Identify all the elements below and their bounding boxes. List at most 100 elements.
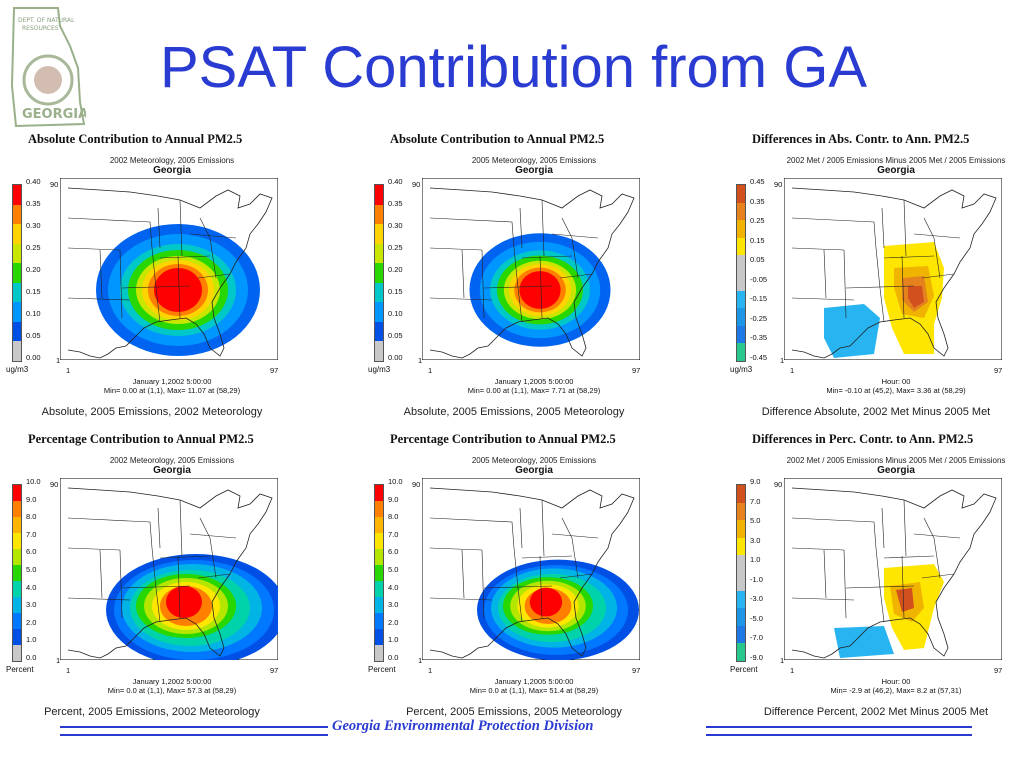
unit-label: ug/m3 — [368, 365, 391, 374]
panel-meta-minmax: Min= -2.9 at (46,2), Max= 8.2 at (57,31) — [830, 686, 962, 695]
panel-subtitle: 2005 Meteorology, 2005 Emissions — [471, 156, 597, 165]
pm25-map-panel: Differences in Perc. Contr. to Ann. PM2.… — [728, 432, 1024, 724]
scale-tick-label: 0.35 — [750, 196, 765, 206]
color-scale-bar — [374, 484, 384, 662]
color-scale-swatch — [13, 517, 21, 533]
scale-tick-label: 1.0 — [26, 635, 37, 645]
scale-tick-label: 10.0 — [26, 477, 41, 486]
color-scale-bar — [736, 484, 746, 662]
scale-tick-label: 0.10 — [388, 309, 403, 318]
pm25-map-panel: Percentage Contribution to Annual PM2.5 2… — [4, 432, 300, 724]
color-scale-swatch — [13, 501, 21, 517]
state-boundary — [99, 549, 103, 599]
panel-caption: Absolute, 2005 Emissions, 2002 Meteorolo… — [41, 406, 263, 418]
color-scale-swatch — [13, 341, 21, 361]
color-scale-swatch — [737, 272, 745, 291]
color-scale-swatch — [375, 485, 383, 501]
color-scale-swatch — [737, 220, 745, 238]
color-scale-swatch — [737, 308, 745, 326]
state-boundary — [67, 517, 153, 549]
panel-state-label: Georgia — [153, 465, 191, 476]
state-boundary — [875, 247, 881, 289]
color-scale-swatch — [13, 243, 21, 264]
state-boundary — [913, 533, 961, 539]
panel-state-label: Georgia — [515, 165, 553, 176]
state-boundary — [199, 517, 211, 539]
axis-label-right: 97 — [994, 666, 1003, 675]
pm25-map-panel: Absolute Contribution to Annual PM2.5 200… — [366, 132, 662, 424]
scale-tick-label: 7.0 — [388, 529, 399, 539]
state-boundary — [429, 217, 515, 249]
color-scale-swatch — [375, 263, 383, 283]
scale-tick-label: 7.0 — [26, 529, 37, 539]
state-boundary — [209, 537, 217, 579]
state-boundary — [67, 217, 153, 249]
footer-rule-left — [60, 726, 328, 736]
scale-tick-label: -5.0 — [750, 613, 763, 623]
state-boundary — [845, 585, 915, 589]
panel-caption: Percent, 2005 Emissions, 2005 Meteorolog… — [406, 706, 622, 718]
scale-tick-label: 0.20 — [388, 265, 403, 274]
scale-tick-label: -0.45 — [750, 353, 768, 362]
state-boundary — [551, 533, 599, 539]
state-boundary — [159, 255, 211, 259]
color-scale-swatch — [13, 565, 21, 581]
axis-label-left: 1 — [790, 366, 795, 375]
state-boundary — [99, 249, 103, 299]
color-scale-swatch — [737, 608, 745, 626]
scale-tick-label: 0.40 — [388, 177, 403, 186]
scale-tick-label: -1.0 — [750, 574, 763, 584]
panel-title: Absolute Contribution to Annual PM2.5 — [28, 132, 243, 146]
state-boundary — [177, 255, 181, 319]
color-scale-swatch — [375, 581, 383, 597]
scale-tick-label: 10.0 — [388, 477, 403, 486]
color-scale-swatch — [13, 645, 21, 661]
state-boundary — [521, 555, 573, 559]
scale-tick-label: -3.0 — [750, 594, 763, 604]
color-scale-swatch — [375, 501, 383, 517]
scale-tick-label: 0.25 — [388, 243, 403, 252]
color-scale-swatch — [13, 321, 21, 342]
color-scale-swatch — [737, 325, 745, 344]
color-scale-swatch — [13, 549, 21, 565]
state-boundary — [461, 549, 465, 599]
state-boundary — [843, 549, 847, 619]
contour-band — [154, 268, 202, 312]
state-boundary — [571, 237, 579, 279]
axis-label-right: 97 — [994, 366, 1003, 375]
state-boundary — [177, 555, 181, 619]
scale-tick-label: 6.0 — [26, 547, 37, 557]
state-boundary — [481, 549, 485, 619]
panel-caption: Difference Percent, 2002 Met Minus 2005 … — [763, 706, 989, 718]
state-boundary — [881, 507, 885, 549]
color-scale-swatch — [13, 282, 21, 303]
state-boundary — [843, 249, 847, 319]
color-scale-swatch — [737, 555, 745, 573]
state-boundary — [923, 217, 935, 239]
coastline — [429, 187, 635, 359]
axis-label-top: 90 — [412, 480, 421, 489]
scale-tick-label: 2.0 — [26, 617, 37, 627]
scale-tick-label: 4.0 — [26, 582, 37, 592]
contour-map — [784, 478, 1002, 660]
color-scale-swatch — [375, 302, 383, 322]
state-boundary — [461, 249, 465, 299]
contour-band — [824, 304, 880, 358]
color-scale-swatch — [375, 549, 383, 565]
axis-label-left: 1 — [428, 366, 433, 375]
state-boundary — [791, 597, 855, 601]
axis-label-bottom: 1 — [56, 356, 61, 365]
axis-label-right: 97 — [632, 366, 641, 375]
coastline — [791, 187, 997, 359]
state-boundary — [155, 587, 161, 623]
color-scale-swatch — [375, 243, 383, 264]
scale-tick-label: 0.20 — [26, 265, 41, 274]
color-scale-swatch — [375, 645, 383, 661]
scale-tick-label: 0.45 — [750, 177, 765, 186]
panel-meta-minmax: Min= 0.00 at (1,1), Max= 7.71 at (58,29) — [467, 386, 601, 395]
panel-meta-minmax: Min= 0.0 at (1,1), Max= 57.3 at (58,29) — [107, 686, 237, 695]
panel-subtitle: 2002 Meteorology, 2005 Emissions — [109, 456, 235, 465]
scale-tick-label: 0.25 — [750, 216, 765, 226]
color-scale-swatch — [737, 290, 745, 309]
contour-band — [908, 286, 924, 308]
